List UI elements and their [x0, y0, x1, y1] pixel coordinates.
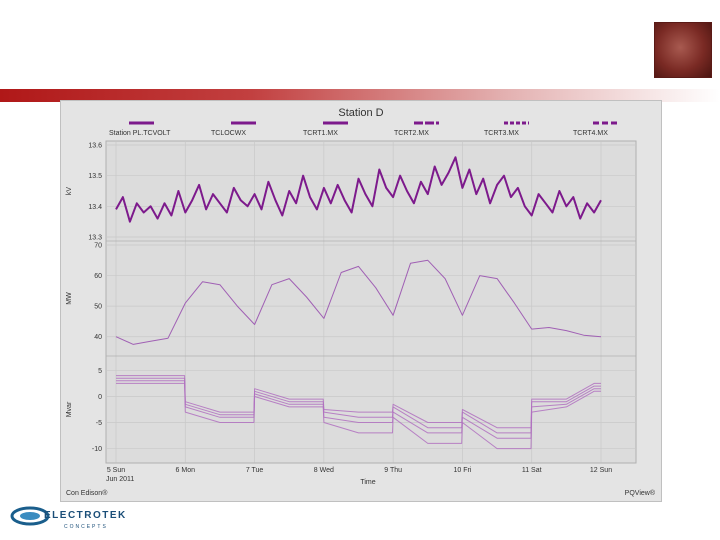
y-tick-label: 70 [94, 243, 102, 250]
legend-entry: TCRT2.MX [394, 130, 429, 137]
x-tick-label: 10 Fri [453, 467, 471, 474]
series-line-2-3 [116, 375, 601, 429]
logo-tagline: CONCEPTS [64, 524, 108, 530]
y-axis-label: kV [66, 187, 73, 196]
series-line-0-0 [115, 156, 602, 223]
x-tick-label: 6 Mon [176, 467, 196, 474]
x-tick-label: 8 Wed [314, 467, 334, 474]
x-tick-label: 5 Sun [107, 467, 125, 474]
station-chart: Station D Station PL.TCVOLT TCLOCWX TCRT1.… [66, 107, 656, 497]
title-banner [0, 89, 720, 102]
legend-entry: TCRT1.MX [303, 130, 338, 137]
corner-logo-image [654, 22, 712, 78]
y-tick-label: 50 [94, 304, 102, 311]
x-axis-label: Time [360, 479, 375, 486]
y-tick-label: 13.5 [88, 173, 102, 180]
legend-entry: Station PL.TCVOLT [109, 130, 171, 137]
legend: Station PL.TCVOLT TCLOCWX TCRT1.MX TCRT2.MX… [109, 121, 618, 137]
legend-entry: TCRT4.MX [573, 130, 608, 137]
electrotek-logo: ELECTROTEK CONCEPTS [10, 506, 127, 530]
chart-frame: Station D Station PL.TCVOLT TCLOCWX TCRT1.… [60, 100, 662, 502]
x-tick-label: 12 Sun [590, 467, 612, 474]
x-axis: 5 Sun 6 Mon 7 Tue 8 Wed 9 Thu 10 Fri 11 Sat 12 … [107, 467, 612, 474]
y-tick-label: 0 [98, 394, 102, 401]
software-label: PQView® [625, 489, 656, 497]
y-axis-label: Mvar [66, 401, 73, 417]
x-tick-label: 9 Thu [384, 467, 402, 474]
source-label: Con Edison® [66, 489, 108, 497]
y-tick-label: -5 [96, 420, 102, 427]
date-caption: Jun 2011 [106, 476, 134, 483]
y-tick-label: 5 [98, 368, 102, 375]
legend-entry: TCRT3.MX [484, 130, 519, 137]
y-tick-label: -10 [92, 446, 102, 453]
logo-name: ELECTROTEK [44, 510, 127, 521]
y-tick-label: 40 [94, 334, 102, 341]
x-tick-label: 11 Sat [522, 467, 542, 474]
logo-swoosh-inner-icon [20, 512, 40, 520]
y-tick-label: 60 [94, 273, 102, 280]
y-tick-label: 13.4 [88, 204, 102, 211]
y-tick-label: 13.3 [88, 235, 102, 242]
logo-swoosh-icon [10, 506, 50, 526]
x-tick-label: 7 Tue [246, 467, 264, 474]
y-tick-label: 13.6 [88, 143, 102, 150]
series-line-1-0 [115, 259, 602, 345]
chart-title: Station D [338, 107, 383, 119]
y-axis-label: MW [66, 292, 73, 305]
legend-entry: TCLOCWX [211, 130, 246, 137]
